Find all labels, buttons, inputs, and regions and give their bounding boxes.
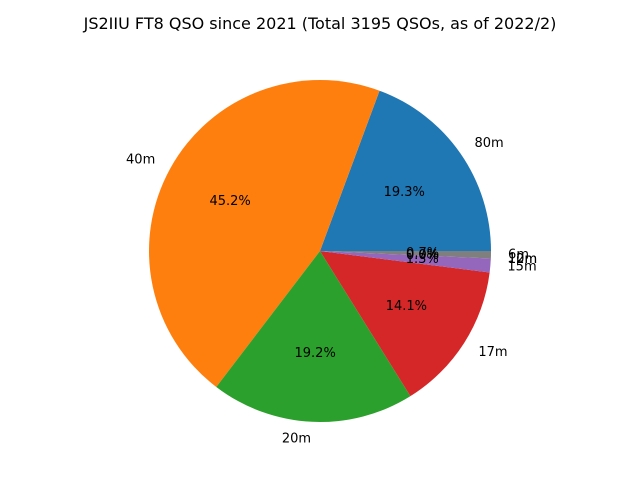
slice-label-80m: 80m bbox=[474, 136, 503, 151]
slice-percent-80m: 19.3% bbox=[384, 185, 425, 200]
slice-percent-17m: 14.1% bbox=[386, 299, 427, 314]
slice-label-17m: 17m bbox=[478, 345, 507, 360]
slice-percent-12m: 0.0% bbox=[406, 248, 439, 263]
slice-label-10m: 10m bbox=[508, 252, 537, 267]
slice-label-40m: 40m bbox=[126, 153, 155, 168]
pie-slice-15m bbox=[320, 251, 491, 273]
pie-slice-40m bbox=[149, 80, 380, 387]
slice-percent-15m: 1.3% bbox=[406, 252, 439, 267]
pie-slices bbox=[149, 80, 491, 422]
pie-slice-20m bbox=[216, 251, 411, 422]
chart-title: JS2IIU FT8 QSO since 2021 (Total 3195 QS… bbox=[83, 14, 557, 33]
slice-percent-6m: 0.7% bbox=[406, 246, 439, 261]
slice-percent-10m: 0.0% bbox=[406, 248, 439, 263]
pie-slice-17m bbox=[320, 251, 490, 397]
pie-labels: 80m 19.3% 40m 45.2% 20m 19.2% 17m 14.1% 15m 1.3% 1… bbox=[126, 136, 537, 446]
slice-label-6m: 6m bbox=[508, 248, 529, 263]
slice-percent-40m: 45.2% bbox=[209, 194, 250, 209]
slice-label-20m: 20m bbox=[282, 431, 311, 446]
slice-percent-20m: 19.2% bbox=[295, 346, 336, 361]
pie-slice-6m bbox=[320, 251, 491, 259]
slice-label-12m: 12m bbox=[508, 252, 537, 267]
slice-label-15m: 15m bbox=[507, 259, 536, 274]
pie-slice-80m bbox=[320, 90, 491, 251]
